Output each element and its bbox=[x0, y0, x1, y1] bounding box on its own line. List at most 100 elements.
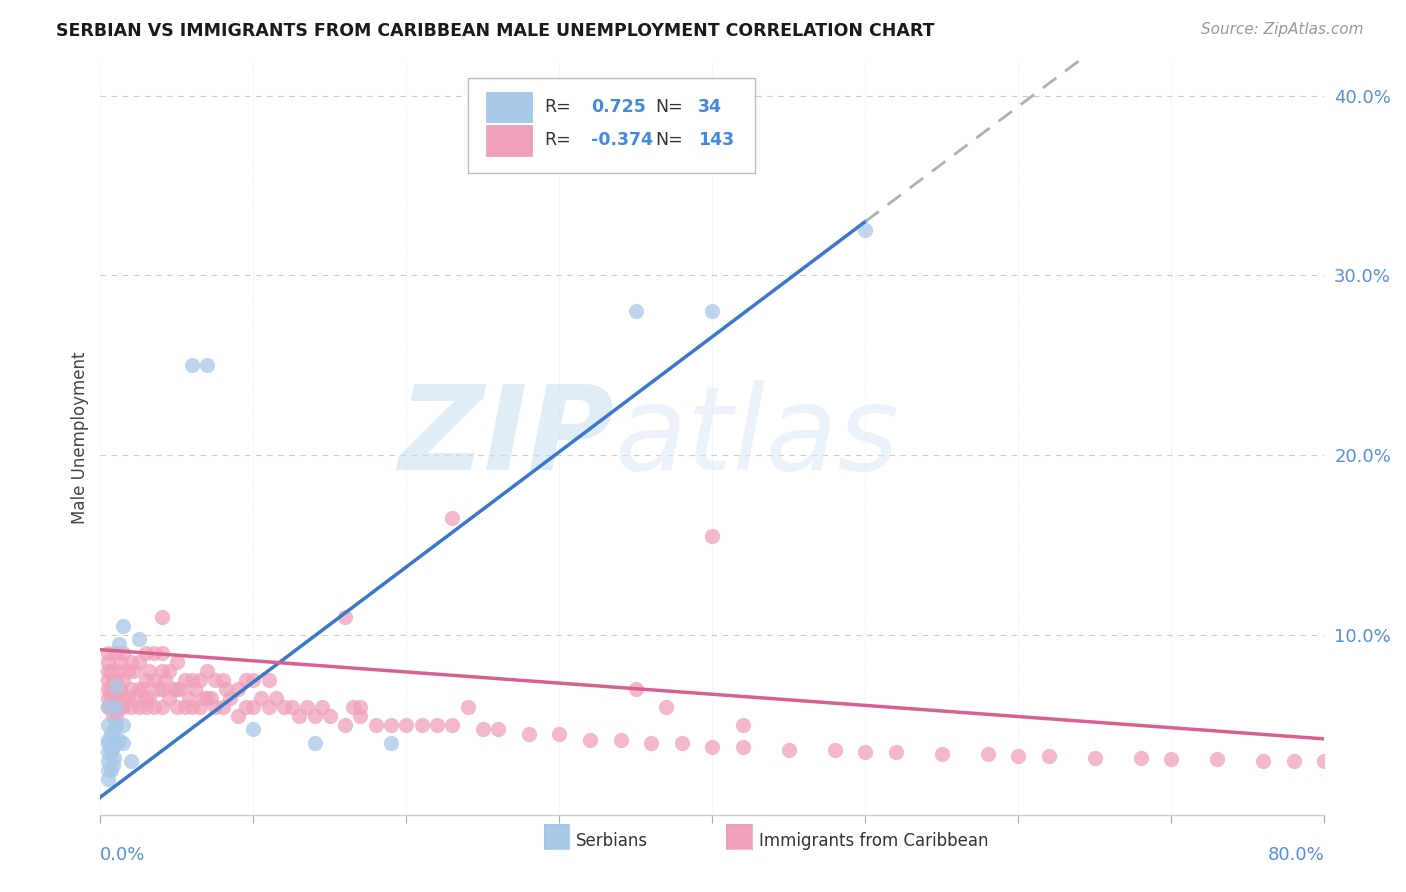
Point bbox=[273, 700, 295, 714]
Point bbox=[177, 691, 200, 706]
Point bbox=[142, 700, 165, 714]
Point bbox=[219, 691, 242, 706]
Point bbox=[97, 655, 120, 669]
Point bbox=[204, 700, 226, 714]
Point bbox=[120, 754, 142, 768]
Point bbox=[138, 691, 160, 706]
Point bbox=[97, 665, 120, 679]
Point bbox=[311, 700, 333, 714]
Point bbox=[166, 655, 188, 669]
Point bbox=[257, 673, 280, 688]
Point bbox=[122, 691, 145, 706]
Point bbox=[104, 646, 127, 660]
Y-axis label: Male Unemployment: Male Unemployment bbox=[72, 351, 89, 524]
Point bbox=[97, 718, 120, 732]
Point bbox=[112, 619, 135, 633]
Point bbox=[163, 682, 186, 697]
Point bbox=[884, 745, 907, 759]
Point bbox=[97, 763, 120, 777]
Point bbox=[197, 691, 219, 706]
Point bbox=[100, 727, 122, 741]
Point bbox=[197, 665, 219, 679]
Text: ZIP: ZIP bbox=[398, 380, 614, 495]
Point bbox=[579, 732, 602, 747]
Point bbox=[304, 736, 326, 750]
Point bbox=[235, 673, 257, 688]
Point bbox=[426, 718, 449, 732]
Point bbox=[166, 682, 188, 697]
Point bbox=[142, 646, 165, 660]
Point bbox=[1129, 750, 1152, 764]
Point bbox=[128, 632, 150, 646]
Point bbox=[128, 682, 150, 697]
Point bbox=[671, 736, 693, 750]
Point bbox=[319, 709, 342, 723]
Point bbox=[112, 691, 135, 706]
Point bbox=[157, 665, 180, 679]
Point bbox=[97, 736, 120, 750]
Point bbox=[101, 739, 124, 754]
Point bbox=[395, 718, 418, 732]
Point bbox=[142, 673, 165, 688]
Point bbox=[441, 718, 464, 732]
Point bbox=[110, 655, 132, 669]
Point bbox=[100, 691, 122, 706]
Point bbox=[1313, 754, 1336, 768]
Point bbox=[204, 673, 226, 688]
Point bbox=[100, 700, 122, 714]
Point bbox=[101, 691, 124, 706]
Point bbox=[112, 700, 135, 714]
Text: 0.0%: 0.0% bbox=[100, 847, 146, 864]
Text: N=: N= bbox=[655, 131, 682, 150]
Point bbox=[173, 673, 195, 688]
Point bbox=[150, 682, 173, 697]
Point bbox=[931, 747, 953, 761]
Point bbox=[731, 718, 754, 732]
Point bbox=[157, 691, 180, 706]
Point bbox=[624, 682, 647, 697]
Point bbox=[226, 709, 249, 723]
Point bbox=[153, 673, 176, 688]
Point bbox=[138, 665, 160, 679]
Point bbox=[104, 679, 127, 693]
Point bbox=[731, 739, 754, 754]
Point bbox=[853, 745, 876, 759]
Point bbox=[169, 682, 191, 697]
Point bbox=[181, 673, 204, 688]
Point bbox=[853, 223, 876, 237]
Point bbox=[977, 747, 1000, 761]
Point bbox=[173, 700, 195, 714]
Point bbox=[110, 682, 132, 697]
Point bbox=[193, 691, 215, 706]
Point bbox=[122, 665, 145, 679]
Point bbox=[333, 610, 356, 624]
Point bbox=[97, 700, 120, 714]
Point bbox=[104, 691, 127, 706]
Text: atlas: atlas bbox=[614, 380, 900, 494]
Point bbox=[150, 646, 173, 660]
Point bbox=[112, 646, 135, 660]
Point bbox=[150, 610, 173, 624]
Point bbox=[104, 718, 127, 732]
Point bbox=[107, 700, 129, 714]
Point bbox=[702, 304, 724, 318]
Point bbox=[342, 700, 364, 714]
Point bbox=[150, 700, 173, 714]
Point bbox=[97, 772, 120, 787]
Text: R=: R= bbox=[544, 131, 571, 150]
Point bbox=[107, 732, 129, 747]
Point bbox=[148, 682, 170, 697]
Point bbox=[333, 718, 356, 732]
Point bbox=[107, 682, 129, 697]
Point bbox=[471, 722, 494, 736]
Point bbox=[304, 709, 326, 723]
Bar bbox=[486, 92, 533, 122]
Point bbox=[101, 709, 124, 723]
Text: Immigrants from Caribbean: Immigrants from Caribbean bbox=[759, 832, 988, 850]
Point bbox=[609, 732, 631, 747]
Point bbox=[250, 691, 273, 706]
Point bbox=[1084, 750, 1107, 764]
Point bbox=[104, 673, 127, 688]
Point bbox=[166, 700, 188, 714]
Point bbox=[242, 673, 264, 688]
